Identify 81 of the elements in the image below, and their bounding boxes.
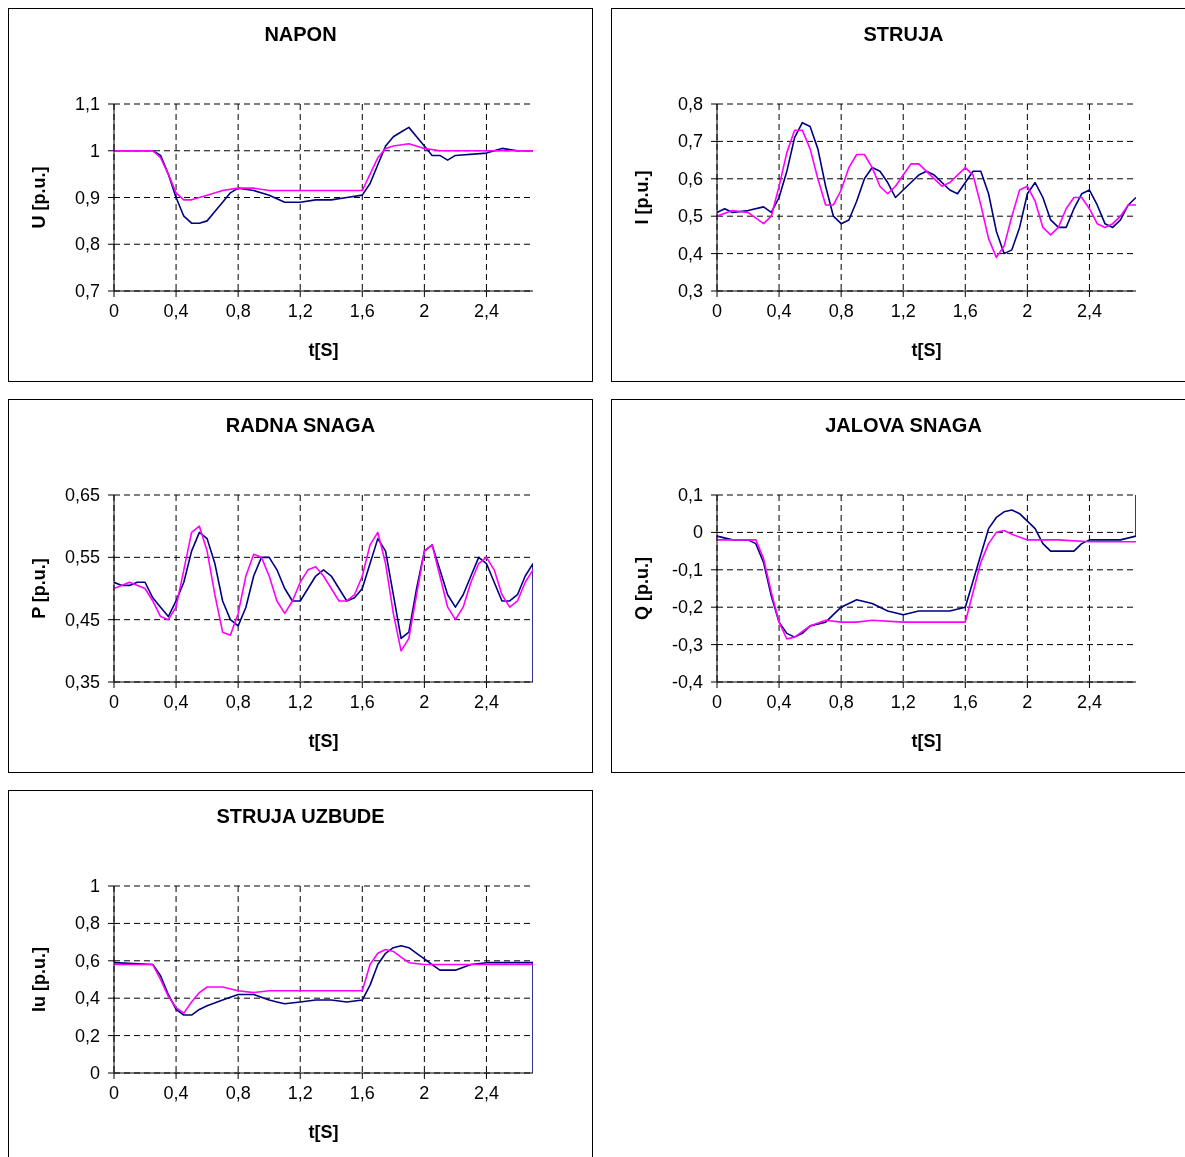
y-tick-label: 0,7 [74,281,100,301]
y-tick-label: 0,9 [74,187,100,208]
chart-title: RADNA SNAGA [224,414,377,437]
x-tick-label: 2 [419,1083,430,1103]
x-axis-title: t[S] [911,731,942,751]
y-axis-title: U [p.u.] [29,166,50,229]
y-axis-title: P [p.u.] [29,558,50,619]
y-tick-label: -0,3 [671,634,703,655]
x-tick-label: 0,4 [163,692,189,712]
x-tick-label: 2 [419,301,430,321]
y-tick-label: 1 [89,876,100,896]
chart-title: NAPON [263,23,338,46]
x-tick-label: 1,2 [287,692,313,712]
y-tick-label: 0,8 [677,94,703,114]
y-tick-label: 0,45 [64,609,100,630]
x-tick-label: 2,4 [1076,692,1102,712]
x-tick-label: 1,2 [287,1083,313,1103]
x-tick-label: 2,4 [473,692,499,712]
x-tick-label: 0,4 [766,301,792,321]
y-tick-label: 0,5 [677,206,703,227]
x-tick-label: 2,4 [473,301,499,321]
x-axis-title: t[S] [308,1122,339,1142]
x-tick-label: 1,6 [952,692,978,712]
x-tick-label: 0 [711,692,723,712]
y-tick-label: 0,4 [677,243,703,264]
chart-title: STRUJA [862,23,945,46]
x-tick-label: 0,8 [225,301,251,321]
line-series [717,529,1136,640]
y-tick-label: -0,2 [671,597,703,618]
x-tick-label: 1,2 [890,692,916,712]
y-tick-label: 1,1 [74,94,100,114]
y-tick-label: 0,6 [677,168,703,189]
x-axis-title: t[S] [911,340,942,360]
x-axis-title: t[S] [308,731,339,751]
x-tick-label: 0,8 [828,692,854,712]
x-tick-label: 0 [108,301,120,321]
y-tick-label: -0,4 [671,672,703,692]
y-tick-label: 1 [89,140,100,161]
x-tick-label: 0 [108,1083,120,1103]
x-tick-label: 0,4 [163,1083,189,1103]
line-series [114,948,533,1014]
y-tick-label: 0,7 [677,131,703,152]
x-tick-label: 0,8 [225,692,251,712]
y-axis-title: Q [p.u.] [632,557,653,620]
y-tick-label: 0,3 [677,281,703,301]
x-tick-label: 2 [1022,301,1033,321]
x-tick-label: 1,6 [952,301,978,321]
x-tick-label: 0 [711,301,723,321]
y-axis-title: Iu [p.u.] [29,947,50,1012]
x-tick-label: 0,8 [828,301,854,321]
x-tick-label: 1,6 [349,1083,375,1103]
x-axis-title: t[S] [308,340,339,360]
x-tick-label: 0,4 [163,301,189,321]
x-tick-label: 2,4 [473,1083,499,1103]
x-tick-label: 0,8 [225,1083,251,1103]
y-tick-label: 0,8 [74,234,100,255]
y-tick-label: 0,55 [64,547,100,568]
y-tick-label: 0,4 [74,988,100,1009]
x-tick-label: 2 [419,692,430,712]
x-tick-label: 0,4 [766,692,792,712]
y-tick-label: 0,2 [74,1025,100,1046]
x-tick-label: 1,6 [349,692,375,712]
x-tick-label: 2 [1022,692,1033,712]
x-tick-label: 1,2 [287,301,313,321]
line-series [114,525,533,652]
y-axis-title: I [p.u.] [632,170,653,225]
chart-title: STRUJA UZBUDE [215,805,386,828]
y-tick-label: 0,8 [74,913,100,934]
y-tick-label: 0,6 [74,950,100,971]
y-tick-label: -0,1 [671,559,703,580]
chart-title: JALOVA SNAGA [824,414,983,437]
x-tick-label: 1,2 [890,301,916,321]
y-tick-label: 0,65 [64,485,100,505]
x-tick-label: 0 [108,692,120,712]
x-tick-label: 2,4 [1076,301,1102,321]
line-series [114,142,533,201]
y-tick-label: 0,1 [677,485,703,505]
y-tick-label: 0 [89,1063,100,1083]
y-tick-label: 0,35 [64,672,100,692]
x-tick-label: 1,6 [349,301,375,321]
y-tick-label: 0 [692,522,703,543]
